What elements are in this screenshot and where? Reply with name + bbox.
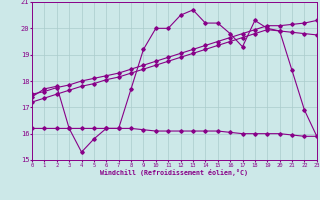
X-axis label: Windchill (Refroidissement éolien,°C): Windchill (Refroidissement éolien,°C) bbox=[100, 169, 248, 176]
